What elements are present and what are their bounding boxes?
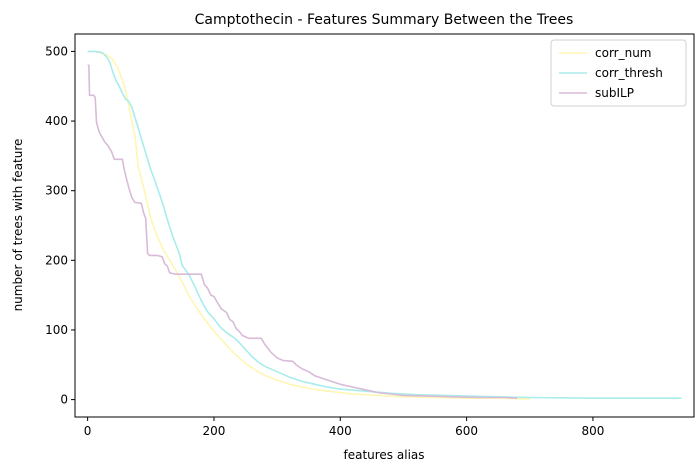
legend-label: corr_num — [595, 46, 652, 60]
x-tick-label: 400 — [329, 424, 352, 438]
x-tick-label: 600 — [455, 424, 478, 438]
y-tick-label: 500 — [45, 44, 68, 58]
y-tick-label: 100 — [45, 323, 68, 337]
plot-frame — [74, 33, 695, 418]
x-tick-label: 800 — [581, 424, 604, 438]
legend-box — [550, 39, 687, 107]
series-line-subILP — [87, 64, 518, 399]
y-tick-label: 400 — [45, 114, 68, 128]
y-tick-label: 0 — [60, 393, 68, 407]
legend-label: subILP — [595, 86, 634, 100]
series-line-corr_num — [87, 50, 530, 400]
x-tick-label: 200 — [203, 424, 226, 438]
series-line-corr_thresh — [87, 50, 682, 399]
plot-area — [87, 50, 682, 400]
axis-ticks: 0 200 400 600 800 0 100 200 300 400 500 — [45, 44, 604, 438]
x-axis-label: features alias — [343, 448, 424, 462]
y-axis-label: number of trees with feature — [11, 139, 25, 312]
chart-title: Camptothecin - Features Summary Between … — [195, 12, 574, 28]
x-tick-label: 0 — [84, 424, 92, 438]
legend: corr_num corr_thresh subILP — [550, 39, 687, 107]
y-tick-label: 300 — [45, 184, 68, 198]
legend-label: corr_thresh — [595, 66, 663, 80]
y-tick-label: 200 — [45, 253, 68, 267]
